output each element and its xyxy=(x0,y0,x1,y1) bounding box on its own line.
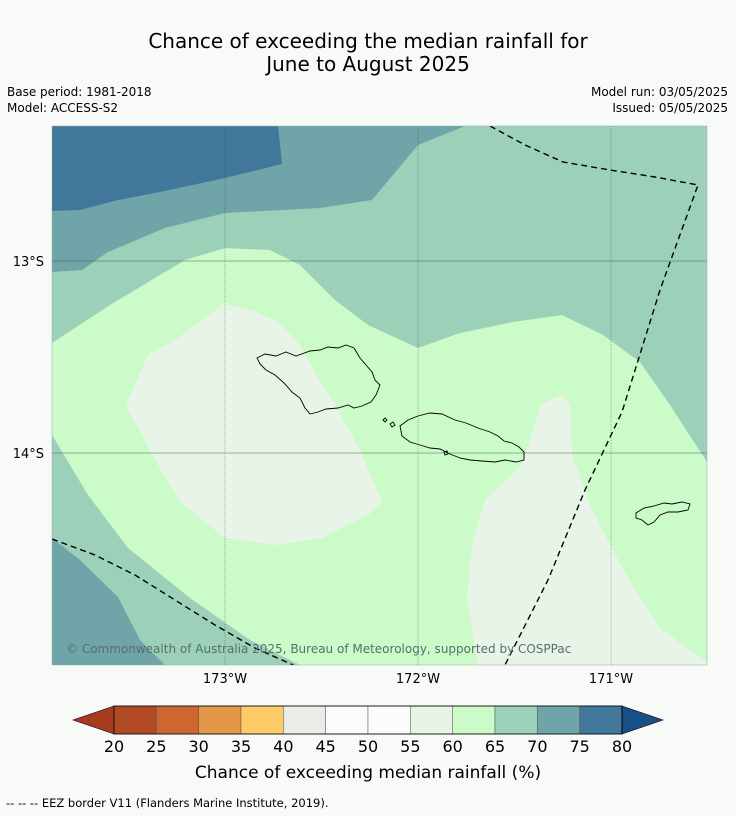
footnote: -- -- -- EEZ border V11 (Flanders Marine… xyxy=(6,796,329,810)
meta-left: Base period: 1981-2018 Model: ACCESS-S2 xyxy=(7,84,152,116)
colorbar-tick-50: 50 xyxy=(358,737,378,756)
colorbar-segment-40-45 xyxy=(283,705,326,735)
contour-55-60-right xyxy=(467,395,707,665)
island-upolu xyxy=(399,412,525,463)
colorbar-segment-20-25 xyxy=(113,705,157,735)
colorbar-segment-45-50 xyxy=(325,705,369,735)
contour-55-60-left xyxy=(126,303,382,545)
map-panel: © Commonwealth of Australia 2025, Bureau… xyxy=(52,126,707,665)
map-frame xyxy=(51,125,708,666)
colorbar-tick-45: 45 xyxy=(315,737,335,756)
lat-label-14s: 14°S xyxy=(13,447,44,462)
model-name: Model: ACCESS-S2 xyxy=(7,101,119,115)
graticule xyxy=(52,126,707,665)
colorbar-tick-70: 70 xyxy=(527,737,547,756)
colorbar-tick-75: 75 xyxy=(569,737,589,756)
contour-70-75-bottom xyxy=(52,538,165,665)
colorbar-extend-low xyxy=(72,705,115,735)
colorbar-title: Chance of exceeding median rainfall (%) xyxy=(195,763,541,783)
model-run: Model run: 03/05/2025 xyxy=(590,85,728,99)
colorbar-extend-high xyxy=(621,705,664,735)
colorbar-tick-80: 80 xyxy=(612,737,632,756)
colorbar-tick-60: 60 xyxy=(442,737,462,756)
colorbar-segment-25-30 xyxy=(156,705,199,735)
colorbar-segment-75-80 xyxy=(579,705,623,735)
colorbar-segment-70-75 xyxy=(537,705,580,735)
colorbar-frame xyxy=(113,705,623,735)
copyright-text: © Commonwealth of Australia 2025, Bureau… xyxy=(66,642,571,656)
colorbar-segment-50-55 xyxy=(367,705,411,735)
colorbar-segment-55-60 xyxy=(410,705,453,735)
colorbar: 20 25 30 35 40 45 50 55 60 65 70 75 80 xyxy=(72,705,664,756)
lon-label-171w: 171°W xyxy=(589,672,633,687)
colorbar-tick-65: 65 xyxy=(485,737,505,756)
colorbar-tick-30: 30 xyxy=(188,737,208,756)
island-upolu-islets xyxy=(382,417,449,456)
colorbar-tick-40: 40 xyxy=(273,737,293,756)
lon-label-173w: 173°W xyxy=(203,672,247,687)
colorbar-tick-25: 25 xyxy=(146,737,166,756)
title-line-1: Chance of exceeding the median rainfall … xyxy=(148,29,588,53)
island-tutuila xyxy=(635,501,691,526)
colorbar-segment-30-35 xyxy=(198,705,242,735)
colorbar-tick-35: 35 xyxy=(231,737,251,756)
title-line-2: June to August 2025 xyxy=(266,52,470,76)
eez-border-southwest xyxy=(52,538,295,665)
issued-date: Issued: 05/05/2025 xyxy=(612,101,728,115)
base-period: Base period: 1981-2018 xyxy=(7,85,152,99)
colorbar-segment-35-40 xyxy=(240,705,284,735)
contour-75-80-top xyxy=(52,126,282,211)
map-title: Chance of exceeding the median rainfall … xyxy=(0,30,736,76)
lon-label-172w: 172°W xyxy=(396,672,440,687)
colorbar-tick-55: 55 xyxy=(400,737,420,756)
colorbar-segment-60-65 xyxy=(452,705,496,735)
colorbar-tick-20: 20 xyxy=(104,737,124,756)
island-savaii xyxy=(256,344,381,415)
lat-label-13s: 13°S xyxy=(13,255,44,270)
colorbar-segment-65-70 xyxy=(494,705,538,735)
meta-right: Model run: 03/05/2025 Issued: 05/05/2025 xyxy=(591,84,728,116)
